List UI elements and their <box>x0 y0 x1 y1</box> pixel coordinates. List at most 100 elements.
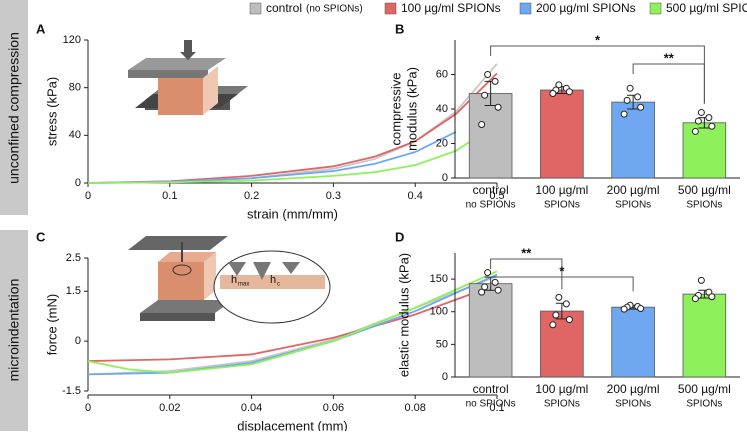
inset-label: max <box>238 282 249 288</box>
curve <box>87 72 498 184</box>
bar <box>468 283 513 378</box>
data-point <box>634 93 642 101</box>
row-label: unconfined compression <box>6 32 22 184</box>
legend-label: 200 µg/ml SPIONs <box>536 1 636 15</box>
data-point <box>562 300 570 308</box>
data-point <box>626 84 634 92</box>
data-point <box>478 121 486 129</box>
data-point <box>620 110 628 118</box>
bar <box>540 89 584 179</box>
y-tick-label: 100 <box>430 306 448 318</box>
panel-letter: C <box>36 229 46 244</box>
curve <box>87 270 498 374</box>
y-tick-label: 40 <box>69 129 81 141</box>
curve <box>87 63 498 184</box>
y-axis-label: stress (kPa) <box>44 77 59 146</box>
y-tick-label: 50 <box>436 338 448 350</box>
data-point <box>481 283 489 291</box>
x-tick-label: 0.02 <box>159 402 180 414</box>
y-axis-label: compressive <box>388 73 403 146</box>
data-point <box>491 278 499 286</box>
x-tick-label: 0.04 <box>241 402 262 414</box>
x-tick-label: 0.08 <box>404 402 425 414</box>
significance-bracket <box>490 276 634 292</box>
bar <box>611 306 655 378</box>
legend-swatch <box>384 2 397 15</box>
data-point <box>565 88 573 96</box>
significance-bracket <box>632 63 705 104</box>
x-tick-label: 0.06 <box>323 402 344 414</box>
data-point <box>481 91 489 99</box>
y-tick-label: 80 <box>69 82 81 94</box>
y-tick-label: -1.5 <box>62 385 81 397</box>
x-tick-label: 0.3 <box>326 190 341 202</box>
curve <box>87 122 498 184</box>
data-point <box>555 293 563 301</box>
bar <box>682 122 727 179</box>
inset-label: h <box>231 274 237 286</box>
data-point <box>478 288 486 296</box>
bar <box>468 93 513 179</box>
data-point <box>697 108 705 116</box>
significance-bracket <box>490 258 563 290</box>
x-tick-label: control <box>473 382 509 396</box>
x-tick-label: 0 <box>85 402 91 414</box>
bar <box>682 293 727 378</box>
data-point <box>620 305 628 313</box>
data-point <box>549 89 557 97</box>
data-point <box>484 71 492 78</box>
data-point <box>552 311 560 319</box>
x-tick-label: 500 µg/ml <box>678 382 731 396</box>
x-tick-label: 0.1 <box>162 190 177 202</box>
x-tick-label: 0 <box>85 190 91 202</box>
data-point <box>549 321 557 329</box>
x-tick-label: SPIONs <box>615 200 651 211</box>
x-tick-label: no SPIONs <box>466 399 516 410</box>
x-axis-label: displacement (mm) <box>237 418 348 431</box>
x-axis-label: strain (mm/mm) <box>247 206 338 221</box>
legend-label: 500 µg/ml SPIONs <box>666 1 747 15</box>
row-label-box <box>0 230 28 431</box>
data-point <box>623 96 631 104</box>
x-tick-label: SPIONs <box>544 200 580 211</box>
y-tick-label: 40 <box>436 103 448 115</box>
data-point <box>494 103 502 111</box>
x-tick-label: 0.5 <box>489 190 504 202</box>
legend-label: control <box>266 1 302 15</box>
panel-letter: B <box>395 21 404 36</box>
x-tick-label: 200 µg/ml <box>607 382 660 396</box>
data-point <box>708 122 716 130</box>
y-tick-label: 20 <box>436 137 448 149</box>
data-point <box>705 114 713 122</box>
panel-letter: A <box>36 21 46 36</box>
x-tick-label: 500 µg/ml <box>678 183 731 197</box>
x-tick-label: 0.1 <box>489 402 504 414</box>
x-tick-label: 100 µg/ml <box>535 382 588 396</box>
data-point <box>691 295 699 303</box>
x-tick-label: 0.4 <box>408 190 423 202</box>
legend-swatch <box>649 2 662 15</box>
row-label: microindentation <box>6 279 22 382</box>
x-tick-label: SPIONs <box>544 399 580 410</box>
significance-label: * <box>559 263 565 278</box>
y-tick-label: 0 <box>75 335 81 347</box>
inset-indentation: h max h c <box>140 242 331 324</box>
row-label-box <box>0 0 28 215</box>
y-axis-label: elastic modulus (kPa) <box>396 253 411 377</box>
inset-label: h <box>270 274 276 286</box>
panel-letter: D <box>395 229 404 244</box>
data-point <box>697 276 705 284</box>
legend-swatch <box>519 2 532 15</box>
x-tick-label: 200 µg/ml <box>607 183 660 197</box>
x-tick-label: control <box>473 183 509 197</box>
y-tick-label: 150 <box>430 273 448 285</box>
significance-label: * <box>595 32 601 47</box>
data-point <box>637 304 645 312</box>
significance-label: ** <box>521 245 532 260</box>
curve <box>87 283 498 362</box>
y-tick-label: 1.5 <box>66 285 81 297</box>
data-point <box>694 117 702 125</box>
data-point <box>555 81 563 89</box>
data-point <box>708 293 716 301</box>
